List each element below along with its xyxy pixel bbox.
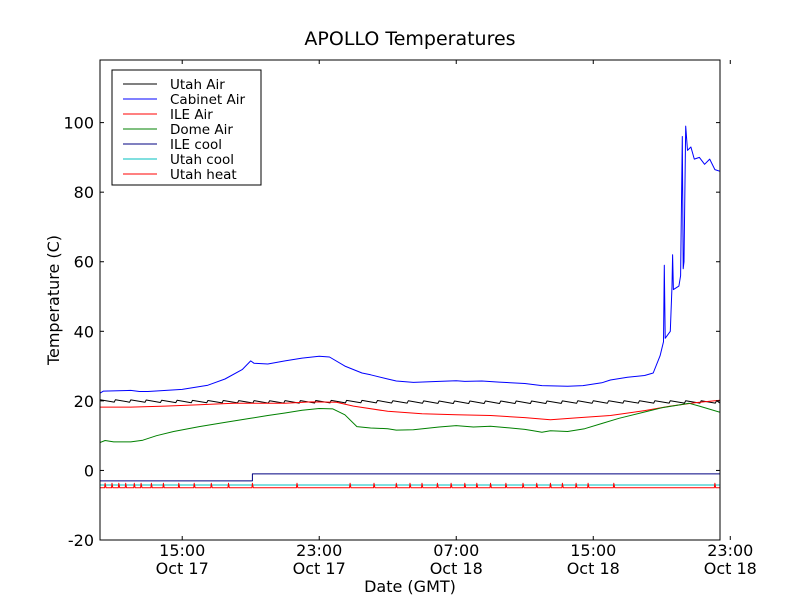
x-tick-label-date: Oct 18 <box>704 559 757 578</box>
series-line-utah-heat <box>100 482 720 489</box>
chart-title: APOLLO Temperatures <box>304 28 515 50</box>
legend-box <box>111 69 262 186</box>
x-tick-label-date: Oct 17 <box>293 559 346 578</box>
legend-label: Utah cool <box>170 152 234 168</box>
legend-label: Utah Air <box>170 77 225 93</box>
plot-frame <box>99 59 721 541</box>
legend-label: Dome Air <box>170 122 233 138</box>
y-tick-label: 40 <box>74 322 94 341</box>
legend-label: Utah heat <box>170 167 237 183</box>
legend-label: Cabinet Air <box>170 92 245 108</box>
x-tick-label-date: Oct 18 <box>567 559 620 578</box>
x-tick-label-date: Oct 17 <box>156 559 209 578</box>
y-tick-label: 80 <box>74 183 94 202</box>
series-line-dome-air <box>100 402 720 444</box>
plot-area <box>100 125 720 489</box>
series-line-ile-air <box>100 399 720 421</box>
y-tick-label: 20 <box>74 392 94 411</box>
x-tick-label-time: 07:00 <box>433 541 479 560</box>
x-tick-label-time: 23:00 <box>707 541 753 560</box>
x-tick-label-date: Oct 18 <box>430 559 483 578</box>
series-line-ile-cool <box>100 473 720 482</box>
x-tick-label-time: 15:00 <box>570 541 616 560</box>
y-tick-label: -20 <box>68 531 94 550</box>
y-tick-label: 0 <box>84 461 94 480</box>
y-tick-label: 60 <box>74 253 94 272</box>
x-axis-title: Date (GMT) <box>364 577 456 596</box>
legend-label: ILE Air <box>170 107 213 123</box>
y-axis-title: Temperature (C) <box>44 235 63 366</box>
x-tick-label-time: 23:00 <box>296 541 342 560</box>
x-tick-label-time: 15:00 <box>159 541 205 560</box>
legend-label: ILE cool <box>170 137 222 153</box>
y-tick-label: 100 <box>63 114 94 133</box>
series-line-utah-air <box>100 399 720 404</box>
series-line-cabinet-air <box>100 125 720 394</box>
